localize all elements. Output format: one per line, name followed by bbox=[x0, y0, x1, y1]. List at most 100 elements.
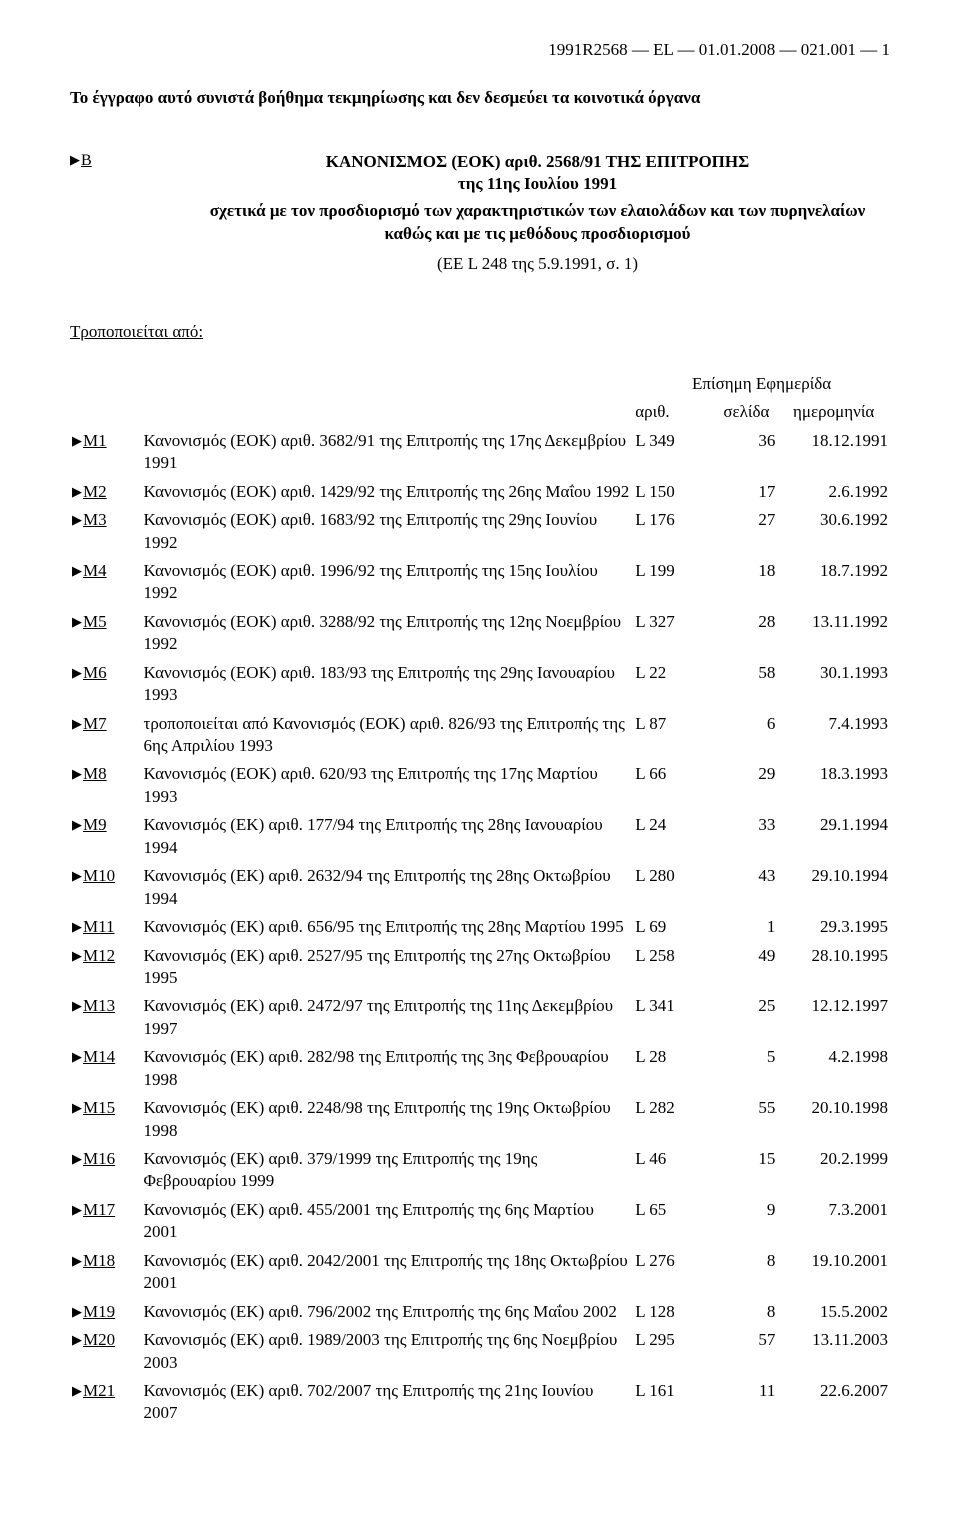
amendment-arith: L 24 bbox=[633, 811, 713, 862]
amendment-date: 13.11.1992 bbox=[777, 608, 890, 659]
amendment-description: Κανονισμός (ΕΚ) αριθ. 282/98 της Επιτροπ… bbox=[141, 1043, 633, 1094]
amendment-page: 1 bbox=[713, 913, 777, 941]
amendment-page: 58 bbox=[713, 659, 777, 710]
amendment-description: Κανονισμός (ΕΚ) αριθ. 2248/98 της Επιτρο… bbox=[141, 1094, 633, 1145]
amendment-page: 25 bbox=[713, 992, 777, 1043]
amendment-row: ▶M3Κανονισμός (ΕΟΚ) αριθ. 1683/92 της Επ… bbox=[70, 506, 890, 557]
amendment-arith: L 176 bbox=[633, 506, 713, 557]
amendment-arith: L 22 bbox=[633, 659, 713, 710]
amendment-page: 11 bbox=[713, 1377, 777, 1428]
amendment-description: Κανονισμός (ΕΚ) αριθ. 455/2001 της Επιτρ… bbox=[141, 1196, 633, 1247]
amendment-arith: L 66 bbox=[633, 760, 713, 811]
amendment-description: Κανονισμός (ΕΟΚ) αριθ. 3288/92 της Επιτρ… bbox=[141, 608, 633, 659]
amendments-table: Επίσημη Εφημερίδα αριθ. σελίδα ημερομηνί… bbox=[70, 370, 890, 1428]
amendment-row: ▶M16Κανονισμός (ΕΚ) αριθ. 379/1999 της Ε… bbox=[70, 1145, 890, 1196]
disclaimer-text: Το έγγραφο αυτό συνιστά βοήθημα τεκμηρίω… bbox=[70, 88, 890, 108]
amendment-row: ▶M12Κανονισμός (ΕΚ) αριθ. 2527/95 της Επ… bbox=[70, 942, 890, 993]
amendment-date: 13.11.2003 bbox=[777, 1326, 890, 1377]
amendment-date: 18.12.1991 bbox=[777, 427, 890, 478]
amendment-date: 2.6.1992 bbox=[777, 478, 890, 506]
amendment-row: ▶M14Κανονισμός (ΕΚ) αριθ. 282/98 της Επι… bbox=[70, 1043, 890, 1094]
amendment-marker: ▶M7 bbox=[70, 710, 141, 761]
amendment-arith: L 276 bbox=[633, 1247, 713, 1298]
amendment-row: ▶M9Κανονισμός (ΕΚ) αριθ. 177/94 της Επιτ… bbox=[70, 811, 890, 862]
amendment-arith: L 282 bbox=[633, 1094, 713, 1145]
amendment-arith: L 65 bbox=[633, 1196, 713, 1247]
amendment-date: 7.4.1993 bbox=[777, 710, 890, 761]
amendment-description: Κανονισμός (ΕΚ) αριθ. 656/95 της Επιτροπ… bbox=[141, 913, 633, 941]
amendment-row: ▶M4Κανονισμός (ΕΟΚ) αριθ. 1996/92 της Επ… bbox=[70, 557, 890, 608]
amendment-marker: ▶M8 bbox=[70, 760, 141, 811]
amendment-description: Κανονισμός (ΕΚ) αριθ. 2632/94 της Επιτρο… bbox=[141, 862, 633, 913]
amendment-date: 29.1.1994 bbox=[777, 811, 890, 862]
amendment-row: ▶M7τροποποιείται από Κανονισμός (ΕΟΚ) αρ… bbox=[70, 710, 890, 761]
amendment-date: 19.10.2001 bbox=[777, 1247, 890, 1298]
amendment-description: Κανονισμός (ΕΚ) αριθ. 2472/97 της Επιτρο… bbox=[141, 992, 633, 1043]
amendment-marker: ▶M6 bbox=[70, 659, 141, 710]
amendment-marker: ▶M9 bbox=[70, 811, 141, 862]
amendment-arith: L 327 bbox=[633, 608, 713, 659]
amendment-date: 29.10.1994 bbox=[777, 862, 890, 913]
amendment-arith: L 295 bbox=[633, 1326, 713, 1377]
amendment-date: 12.12.1997 bbox=[777, 992, 890, 1043]
col-header-arith: αριθ. bbox=[633, 398, 713, 426]
amendment-marker: ▶M2 bbox=[70, 478, 141, 506]
amendment-marker: ▶M5 bbox=[70, 608, 141, 659]
amendment-marker: ▶M1 bbox=[70, 427, 141, 478]
amendment-date: 4.2.1998 bbox=[777, 1043, 890, 1094]
regulation-reference: (ΕΕ L 248 της 5.9.1991, σ. 1) bbox=[185, 254, 890, 274]
amendment-page: 18 bbox=[713, 557, 777, 608]
amendment-row: ▶M15Κανονισμός (ΕΚ) αριθ. 2248/98 της Επ… bbox=[70, 1094, 890, 1145]
amendment-description: Κανονισμός (ΕΚ) αριθ. 796/2002 της Επιτρ… bbox=[141, 1298, 633, 1326]
amendment-page: 15 bbox=[713, 1145, 777, 1196]
amendment-marker: ▶M19 bbox=[70, 1298, 141, 1326]
amendment-marker: ▶M16 bbox=[70, 1145, 141, 1196]
amendment-description: Κανονισμός (ΕΟΚ) αριθ. 620/93 της Επιτρο… bbox=[141, 760, 633, 811]
col-header-date: ημερομηνία bbox=[777, 398, 890, 426]
amendment-description: Κανονισμός (ΕΟΚ) αριθ. 1996/92 της Επιτρ… bbox=[141, 557, 633, 608]
amendment-row: ▶M18Κανονισμός (ΕΚ) αριθ. 2042/2001 της … bbox=[70, 1247, 890, 1298]
amendment-arith: L 280 bbox=[633, 862, 713, 913]
amendment-arith: L 28 bbox=[633, 1043, 713, 1094]
amendment-date: 15.5.2002 bbox=[777, 1298, 890, 1326]
amendment-page: 27 bbox=[713, 506, 777, 557]
amendment-row: ▶M11Κανονισμός (ΕΚ) αριθ. 656/95 της Επι… bbox=[70, 913, 890, 941]
amendment-description: Κανονισμός (ΕΚ) αριθ. 2042/2001 της Επιτ… bbox=[141, 1247, 633, 1298]
amendment-page: 33 bbox=[713, 811, 777, 862]
amendment-marker: ▶M21 bbox=[70, 1377, 141, 1428]
amendment-page: 57 bbox=[713, 1326, 777, 1377]
amendment-row: ▶M17Κανονισμός (ΕΚ) αριθ. 455/2001 της Ε… bbox=[70, 1196, 890, 1247]
amendment-date: 7.3.2001 bbox=[777, 1196, 890, 1247]
amendment-marker: ▶M10 bbox=[70, 862, 141, 913]
amendment-marker: ▶M12 bbox=[70, 942, 141, 993]
amendment-date: 18.7.1992 bbox=[777, 557, 890, 608]
amendment-description: Κανονισμός (ΕΟΚ) αριθ. 3682/91 της Επιτρ… bbox=[141, 427, 633, 478]
amendment-date: 30.1.1993 bbox=[777, 659, 890, 710]
amendment-row: ▶M2Κανονισμός (ΕΟΚ) αριθ. 1429/92 της Επ… bbox=[70, 478, 890, 506]
regulation-title: ΚΑΝΟΝΙΣΜΟΣ (ΕΟΚ) αριθ. 2568/91 ΤΗΣ ΕΠΙΤΡ… bbox=[185, 152, 890, 172]
amendment-arith: L 46 bbox=[633, 1145, 713, 1196]
amendment-date: 18.3.1993 bbox=[777, 760, 890, 811]
amendment-page: 8 bbox=[713, 1298, 777, 1326]
amendment-marker: ▶M3 bbox=[70, 506, 141, 557]
amendment-row: ▶M21Κανονισμός (ΕΚ) αριθ. 702/2007 της Ε… bbox=[70, 1377, 890, 1428]
amendment-marker: ▶M11 bbox=[70, 913, 141, 941]
amendment-arith: L 199 bbox=[633, 557, 713, 608]
amendment-arith: L 69 bbox=[633, 913, 713, 941]
amendment-page: 6 bbox=[713, 710, 777, 761]
amendment-arith: L 161 bbox=[633, 1377, 713, 1428]
amendment-arith: L 150 bbox=[633, 478, 713, 506]
oj-header: Επίσημη Εφημερίδα bbox=[633, 370, 890, 398]
amendment-arith: L 349 bbox=[633, 427, 713, 478]
amendment-row: ▶M19Κανονισμός (ΕΚ) αριθ. 796/2002 της Ε… bbox=[70, 1298, 890, 1326]
amendment-page: 17 bbox=[713, 478, 777, 506]
amendment-description: τροποποιείται από Κανονισμός (ΕΟΚ) αριθ.… bbox=[141, 710, 633, 761]
amendment-date: 20.2.1999 bbox=[777, 1145, 890, 1196]
amendment-marker: ▶M15 bbox=[70, 1094, 141, 1145]
amendment-arith: L 258 bbox=[633, 942, 713, 993]
amendment-marker: ▶M4 bbox=[70, 557, 141, 608]
amendment-page: 55 bbox=[713, 1094, 777, 1145]
amendment-row: ▶M8Κανονισμός (ΕΟΚ) αριθ. 620/93 της Επι… bbox=[70, 760, 890, 811]
amendment-row: ▶M20Κανονισμός (ΕΚ) αριθ. 1989/2003 της … bbox=[70, 1326, 890, 1377]
amendment-date: 28.10.1995 bbox=[777, 942, 890, 993]
